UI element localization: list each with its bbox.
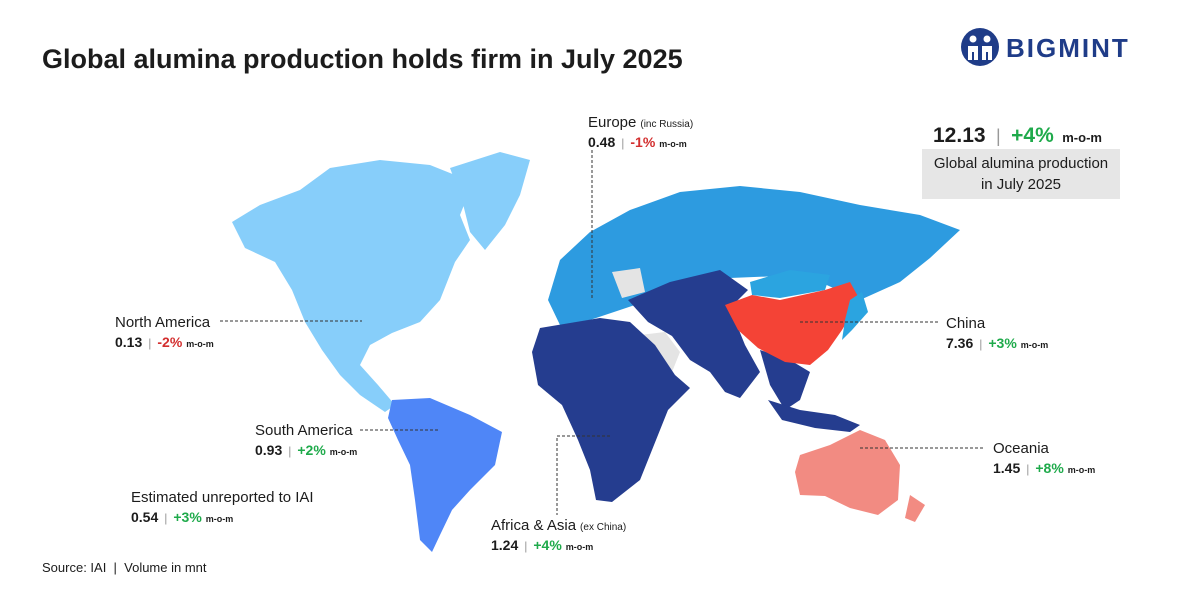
region-value-line: 0.48 | -1% m-o-m (588, 134, 687, 150)
summary-caption: in July 2025 (981, 176, 1061, 193)
region-name-line: Oceania (993, 440, 1050, 457)
region-unit: m-o-m (330, 447, 358, 457)
region-name: Estimated unreported to IAI (131, 489, 314, 506)
logo-text: BIGMINT (1006, 33, 1130, 63)
africa (532, 318, 690, 502)
region-name-line: Europe (inc Russia) (588, 114, 693, 131)
region-value-line: 0.93 | +2% m-o-m (255, 442, 357, 458)
title: Global alumina production holds firm in … (42, 44, 683, 74)
china (725, 282, 860, 365)
north-america (232, 160, 470, 412)
separator: | (164, 511, 167, 525)
summary-value: 12.13 (933, 124, 986, 147)
region-name: North America (115, 314, 211, 331)
region-value-line: 1.45 | +8% m-o-m (993, 460, 1095, 476)
region-label: Estimated unreported to IAI 0.54 | +3% m-o-m (131, 489, 314, 525)
mongolia (750, 270, 830, 298)
region-label: South America 0.93 | +2% m-o-m (255, 422, 357, 458)
separator: | (979, 337, 982, 351)
region-label: Africa & Asia (ex China) 1.24 | +4% m-o-m (491, 517, 626, 553)
region-name: Europe (588, 114, 636, 131)
region-name-line: China (946, 315, 986, 332)
region-value: 1.45 (993, 460, 1020, 476)
logo-icon (961, 28, 999, 66)
south-america (388, 398, 502, 552)
region-value: 0.54 (131, 509, 158, 525)
region-change: -2% (157, 334, 182, 350)
region-unit: m-o-m (659, 139, 687, 149)
region-value-line: 1.24 | +4% m-o-m (491, 537, 593, 553)
logo-icon-part (983, 35, 991, 43)
logo-icon-part (968, 46, 992, 60)
region-label: Europe (inc Russia) 0.48 | -1% m-o-m (588, 114, 693, 150)
region-note: (inc Russia) (640, 119, 693, 130)
region-unit: m-o-m (186, 339, 214, 349)
region-name: Africa & Asia (491, 517, 577, 534)
separator: | (288, 444, 291, 458)
leader-line (556, 435, 610, 515)
region-change: +3% (173, 509, 202, 525)
region-value-line: 0.13 | -2% m-o-m (115, 334, 214, 350)
region-value: 0.13 (115, 334, 142, 350)
region-change: +8% (1035, 460, 1064, 476)
region-unit: m-o-m (1068, 465, 1096, 475)
region-label: Oceania 1.45 | +8% m-o-m (993, 440, 1095, 476)
world-map (232, 152, 960, 552)
summary-change: +4% (1011, 124, 1054, 147)
summary-box (922, 149, 1120, 199)
summary-unit: m-o-m (1062, 130, 1102, 145)
separator: | (1026, 462, 1029, 476)
region-note: (ex China) (580, 522, 626, 533)
japan (842, 292, 868, 340)
region-name: Oceania (993, 440, 1050, 457)
separator: | (524, 539, 527, 553)
region-change: -1% (630, 134, 655, 150)
region-label: China 7.36 | +3% m-o-m (946, 315, 1048, 351)
southeast-asia (760, 350, 810, 410)
australia (795, 430, 900, 515)
region-unit: m-o-m (566, 542, 594, 552)
indonesia (768, 400, 860, 432)
region-unit: m-o-m (206, 514, 234, 524)
region-name-line: North America (115, 314, 211, 331)
summary-caption: Global alumina production (934, 155, 1108, 172)
logo: BIGMINT (961, 28, 1130, 66)
region-value: 7.36 (946, 335, 973, 351)
region-value: 0.48 (588, 134, 615, 150)
region-value-line: 0.54 | +3% m-o-m (131, 509, 233, 525)
separator: | (621, 136, 624, 150)
region-unit: m-o-m (1021, 340, 1049, 350)
region-name-line: South America (255, 422, 353, 439)
new-zealand (905, 495, 925, 522)
region-value-line: 7.36 | +3% m-o-m (946, 335, 1048, 351)
region-name: China (946, 315, 986, 332)
region-change: +4% (533, 537, 562, 553)
unreported-area (612, 268, 645, 298)
separator: | (148, 336, 151, 350)
region-value: 1.24 (491, 537, 518, 553)
region-change: +2% (297, 442, 326, 458)
asia-ex-china (628, 270, 760, 398)
region-name-line: Estimated unreported to IAI (131, 489, 314, 506)
region-label: North America 0.13 | -2% m-o-m (115, 314, 214, 350)
greenland (450, 152, 530, 250)
region-name-line: Africa & Asia (ex China) (491, 517, 626, 534)
summary: 12.13 | +4% m-o-m Global alumina product… (922, 124, 1120, 199)
logo-icon-part (969, 35, 977, 43)
source: Source: IAI | Volume in mnt (42, 560, 207, 575)
region-change: +3% (988, 335, 1017, 351)
separator: | (996, 126, 1001, 146)
region-value: 0.93 (255, 442, 282, 458)
region-name: South America (255, 422, 353, 439)
summary-line: 12.13 | +4% m-o-m (933, 124, 1102, 147)
